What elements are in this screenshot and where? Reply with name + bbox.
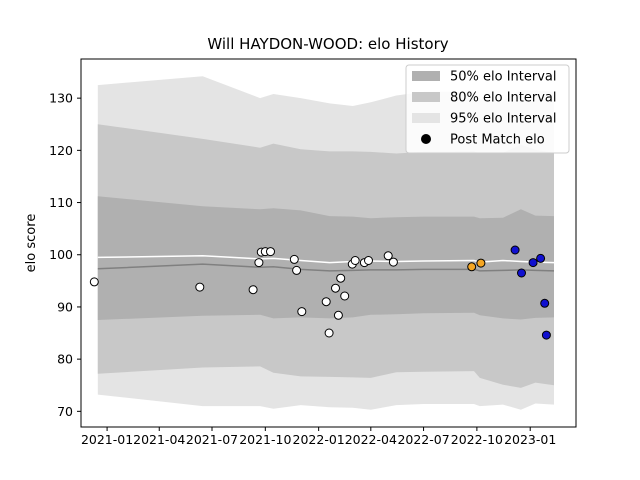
- post-match-point-25: [517, 268, 526, 278]
- x-tick-label-6: 2022-07: [397, 432, 449, 447]
- x-tick-label-3: 2021-10: [239, 432, 291, 447]
- y-tick-label-2: 90: [57, 299, 73, 314]
- post-match-point-8: [292, 265, 302, 275]
- post-match-point-2: [248, 285, 258, 295]
- post-match-elo-line: [97, 255, 555, 264]
- x-axis-ticks: 2021-01 2021-04 2021-07 2021-10 2022-01 2022-…: [81, 427, 556, 447]
- chart-title: Will HAYDON-WOOD: elo History: [207, 35, 448, 53]
- post-match-point-14: [336, 273, 346, 283]
- post-match-point-17: [350, 256, 360, 265]
- x-tick-label-1: 2021-04: [133, 432, 185, 447]
- post-match-point-11: [324, 328, 334, 338]
- post-match-point-13: [333, 310, 343, 320]
- mean-elo-line: [97, 263, 555, 272]
- x-tick-label-2: 2021-07: [186, 432, 238, 447]
- post-match-point-21: [388, 257, 398, 267]
- legend-swatch-2: [412, 113, 440, 123]
- y-tick-label-3: 100: [49, 247, 73, 262]
- y-axis-label: elo score: [24, 214, 39, 273]
- legend-label-2: 95% elo Interval: [450, 112, 557, 127]
- plot-frame: [80, 58, 577, 428]
- post-match-point-28: [540, 298, 550, 308]
- legend-label-1: 80% elo Interval: [450, 91, 557, 106]
- post-match-point-1: [195, 282, 205, 292]
- post-match-point-12: [331, 283, 340, 293]
- legend-box: [405, 64, 570, 154]
- post-match-point-19: [364, 256, 373, 265]
- x-tick-label-4: 2022-01: [293, 432, 345, 447]
- legend-swatch-0: [412, 71, 440, 81]
- post-match-point-9: [297, 307, 307, 317]
- legend-label-3: Post Match elo: [450, 133, 545, 148]
- band-50-interval: [97, 196, 555, 320]
- post-match-point-7: [289, 254, 299, 264]
- x-tick-label-0: 2021-01: [81, 432, 133, 447]
- x-tick-label-8: 2023-01: [504, 432, 556, 447]
- legend-marker-3: [421, 134, 431, 144]
- axes-frame: [80, 58, 577, 428]
- post-match-point-26: [528, 258, 538, 268]
- post-match-point-0: [89, 277, 99, 287]
- post-match-point-10: [321, 297, 331, 307]
- post-match-point-29: [541, 330, 551, 340]
- legend-label-0: 50% elo Interval: [450, 70, 557, 85]
- y-axis-ticks: 70 80 90 100 110 120 130: [49, 91, 81, 419]
- post-match-point-20: [383, 251, 393, 261]
- post-match-point-6: [266, 247, 275, 257]
- y-tick-label-4: 110: [49, 195, 73, 210]
- post-match-point-27: [536, 253, 546, 263]
- plot-area: [89, 76, 555, 410]
- post-match-point-23: [476, 258, 486, 268]
- y-tick-label-1: 80: [57, 352, 73, 367]
- y-tick-label-6: 130: [49, 91, 73, 106]
- post-match-point-15: [340, 291, 350, 301]
- post-match-point-3: [254, 258, 264, 268]
- legend-swatch-1: [412, 92, 440, 102]
- x-tick-label-7: 2022-10: [451, 432, 503, 447]
- y-tick-label-5: 120: [49, 143, 73, 158]
- x-tick-label-5: 2022-04: [345, 432, 397, 447]
- y-tick-label-0: 70: [57, 404, 73, 419]
- post-match-point-22: [467, 262, 477, 272]
- post-match-point-24: [510, 245, 520, 255]
- legend: 50% elo Interval 80% elo Interval 95% elo …: [405, 64, 570, 154]
